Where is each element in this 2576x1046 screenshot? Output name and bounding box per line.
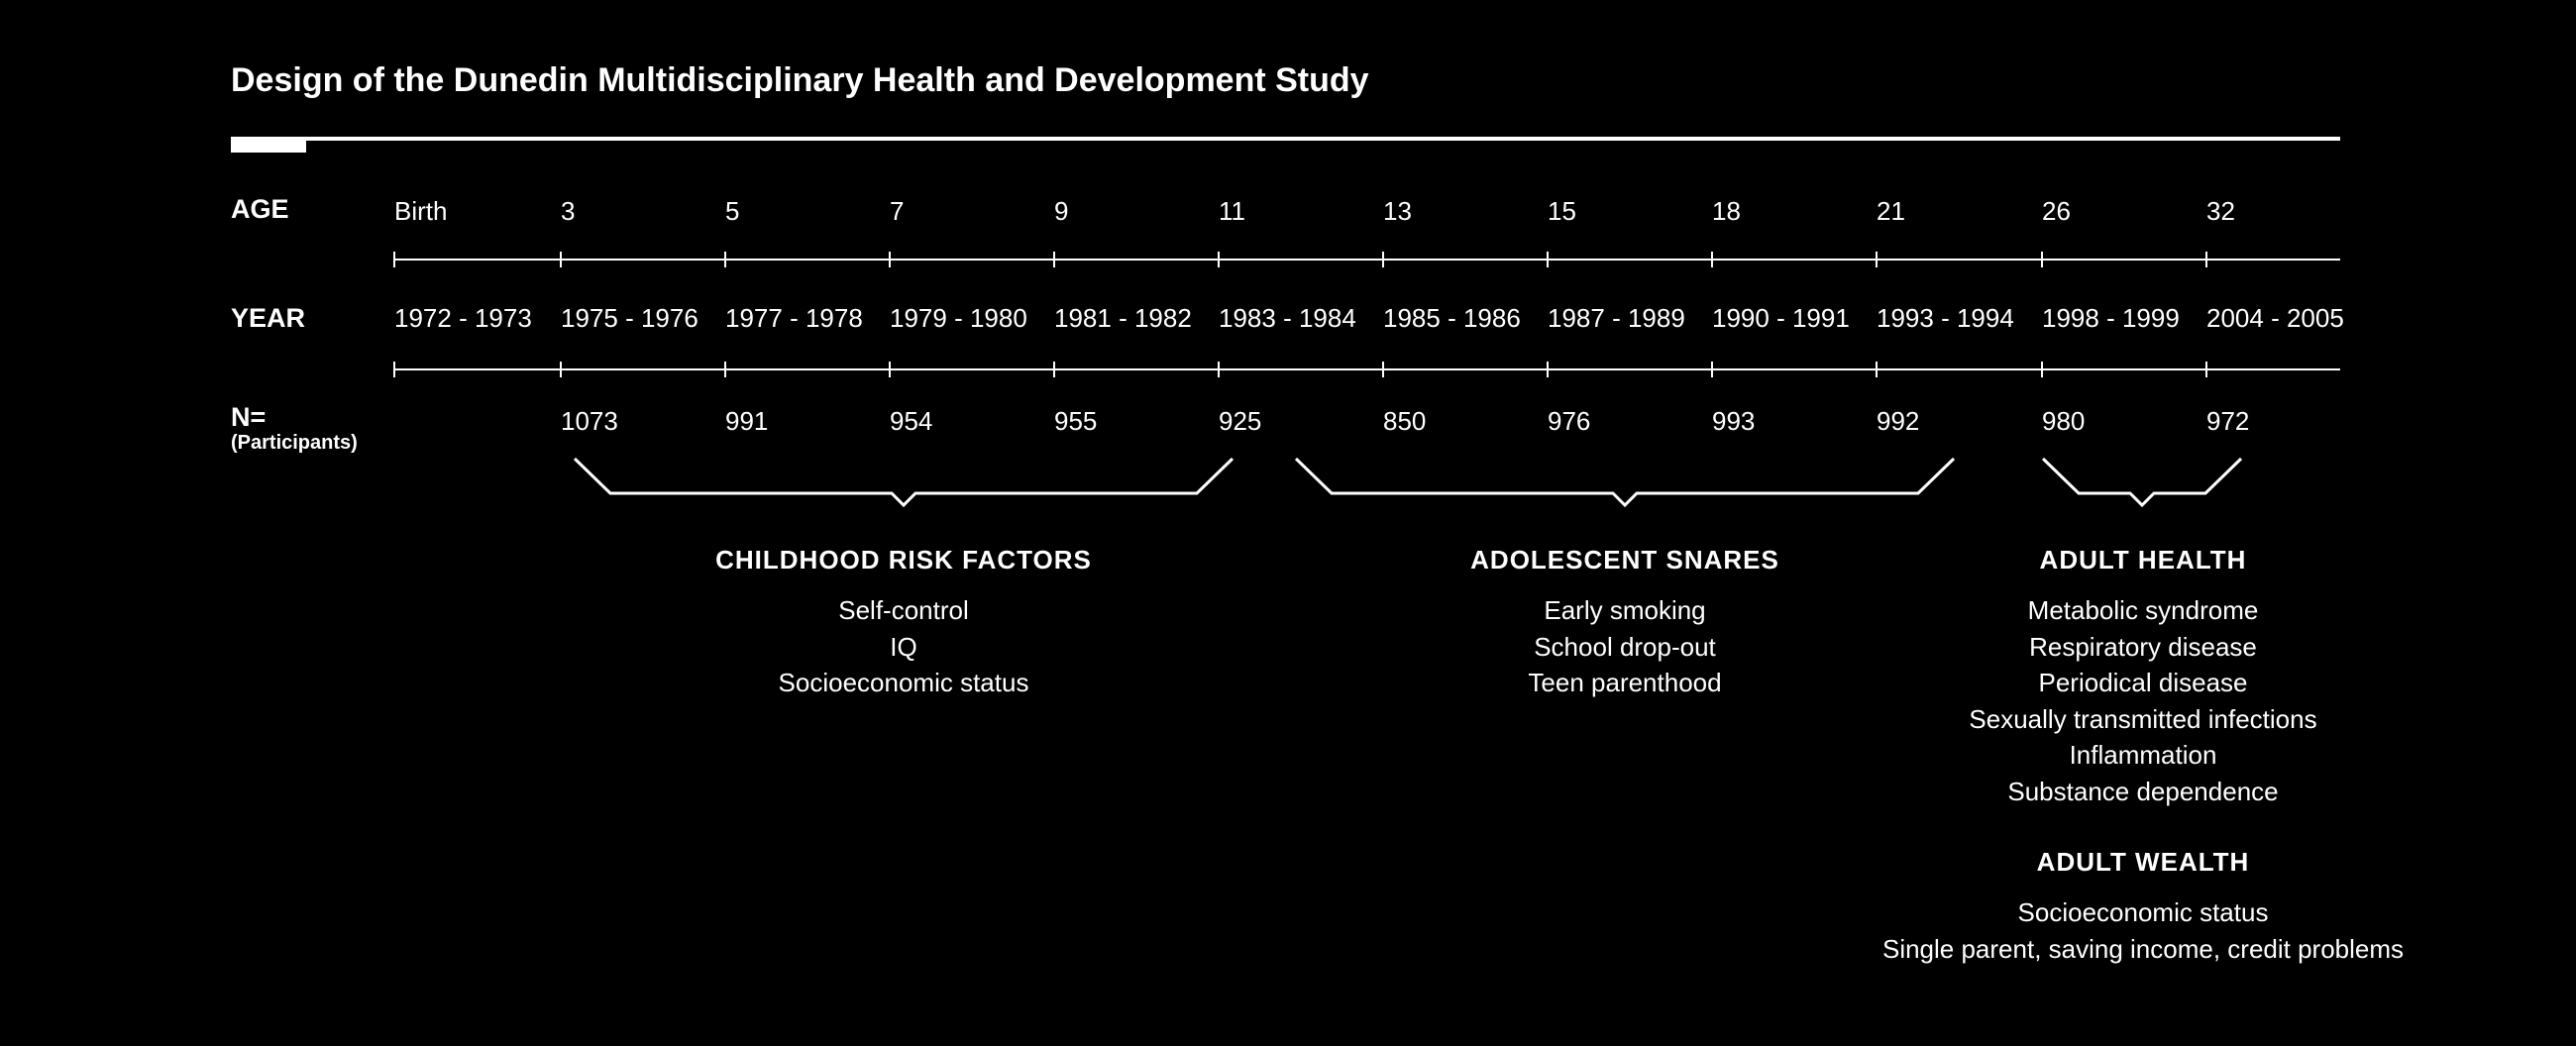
year-value: 2004 - 2005 [2206, 303, 2344, 333]
participant-count: 955 [1054, 406, 1098, 436]
age-value: 18 [1712, 196, 1741, 226]
age-row-label: AGE [231, 194, 289, 224]
age-value: 13 [1383, 196, 1412, 226]
participant-count: 972 [2206, 406, 2250, 436]
participant-count: 976 [1548, 406, 1591, 436]
age-axis [393, 252, 2340, 267]
age-value: 32 [2206, 196, 2235, 226]
group-title: ADULT HEALTH [2039, 545, 2247, 575]
year-value: 1977 - 1978 [725, 303, 863, 333]
participant-count: 954 [890, 406, 933, 436]
year-value: 1979 - 1980 [890, 303, 1027, 333]
participant-count: 992 [1877, 406, 1920, 436]
group-item: Inflammation [2069, 740, 2217, 770]
age-value: 9 [1054, 196, 1069, 226]
group-brace [2041, 457, 2243, 508]
year-row-label: YEAR [231, 303, 306, 333]
age-value: 15 [1548, 196, 1576, 226]
year-value: 1972 - 1973 [394, 303, 532, 333]
group-item: Sexually transmitted infections [1969, 703, 2317, 734]
group-title: CHILDHOOD RISK FACTORS [715, 545, 1092, 575]
age-value: 26 [2042, 196, 2071, 226]
participant-count: 980 [2042, 406, 2086, 436]
group-item: Self-control [838, 595, 969, 625]
year-value: 1993 - 1994 [1877, 303, 2014, 333]
age-value: 7 [890, 196, 905, 226]
participant-count: 991 [725, 406, 769, 436]
group-item: Teen parenthood [1528, 668, 1722, 697]
age-value: 5 [725, 196, 740, 226]
age-value: 11 [1219, 196, 1245, 226]
group-title: ADULT WEALTH [2036, 847, 2250, 877]
participant-count: 850 [1383, 406, 1427, 436]
age-value: 3 [561, 196, 576, 226]
group-brace [1294, 457, 1956, 508]
n-row-label: N= [231, 402, 267, 432]
group-brace [573, 457, 1234, 508]
group-item: Substance dependence [2007, 776, 2279, 806]
participants-label: (Participants) [231, 432, 358, 454]
year-axis [393, 362, 2340, 377]
group-item: Socioeconomic status [778, 668, 1029, 697]
group-item: IQ [890, 631, 917, 662]
year-value: 1983 - 1984 [1219, 303, 1356, 333]
age-value: Birth [394, 196, 448, 226]
group-braces [573, 457, 2243, 508]
group-item: Early smoking [1544, 595, 1706, 625]
year-value: 1981 - 1982 [1054, 303, 1192, 333]
group-item: Single parent, saving income, credit pro… [1881, 933, 2405, 964]
age-value: 21 [1877, 196, 1905, 226]
year-value: 1990 - 1991 [1712, 303, 1850, 333]
year-value: 1987 - 1989 [1548, 303, 1685, 333]
group-item: Periodical disease [2038, 668, 2248, 697]
group-item: Respiratory disease [2029, 631, 2257, 662]
year-value: 1975 - 1976 [561, 303, 698, 333]
page-title: Design of the Dunedin Multidisciplinary … [231, 61, 1369, 99]
group-item: Socioeconomic status [2017, 897, 2269, 927]
year-value: 1985 - 1986 [1383, 303, 1521, 333]
group-item: School drop-out [1534, 631, 1716, 662]
participant-count: 1073 [561, 406, 618, 436]
group-item: Metabolic syndrome [2027, 595, 2259, 625]
participant-count: 925 [1219, 406, 1262, 436]
group-title: ADOLESCENT SNARES [1470, 545, 1779, 575]
year-value: 1998 - 1999 [2042, 303, 2180, 333]
participant-count: 993 [1712, 406, 1756, 436]
